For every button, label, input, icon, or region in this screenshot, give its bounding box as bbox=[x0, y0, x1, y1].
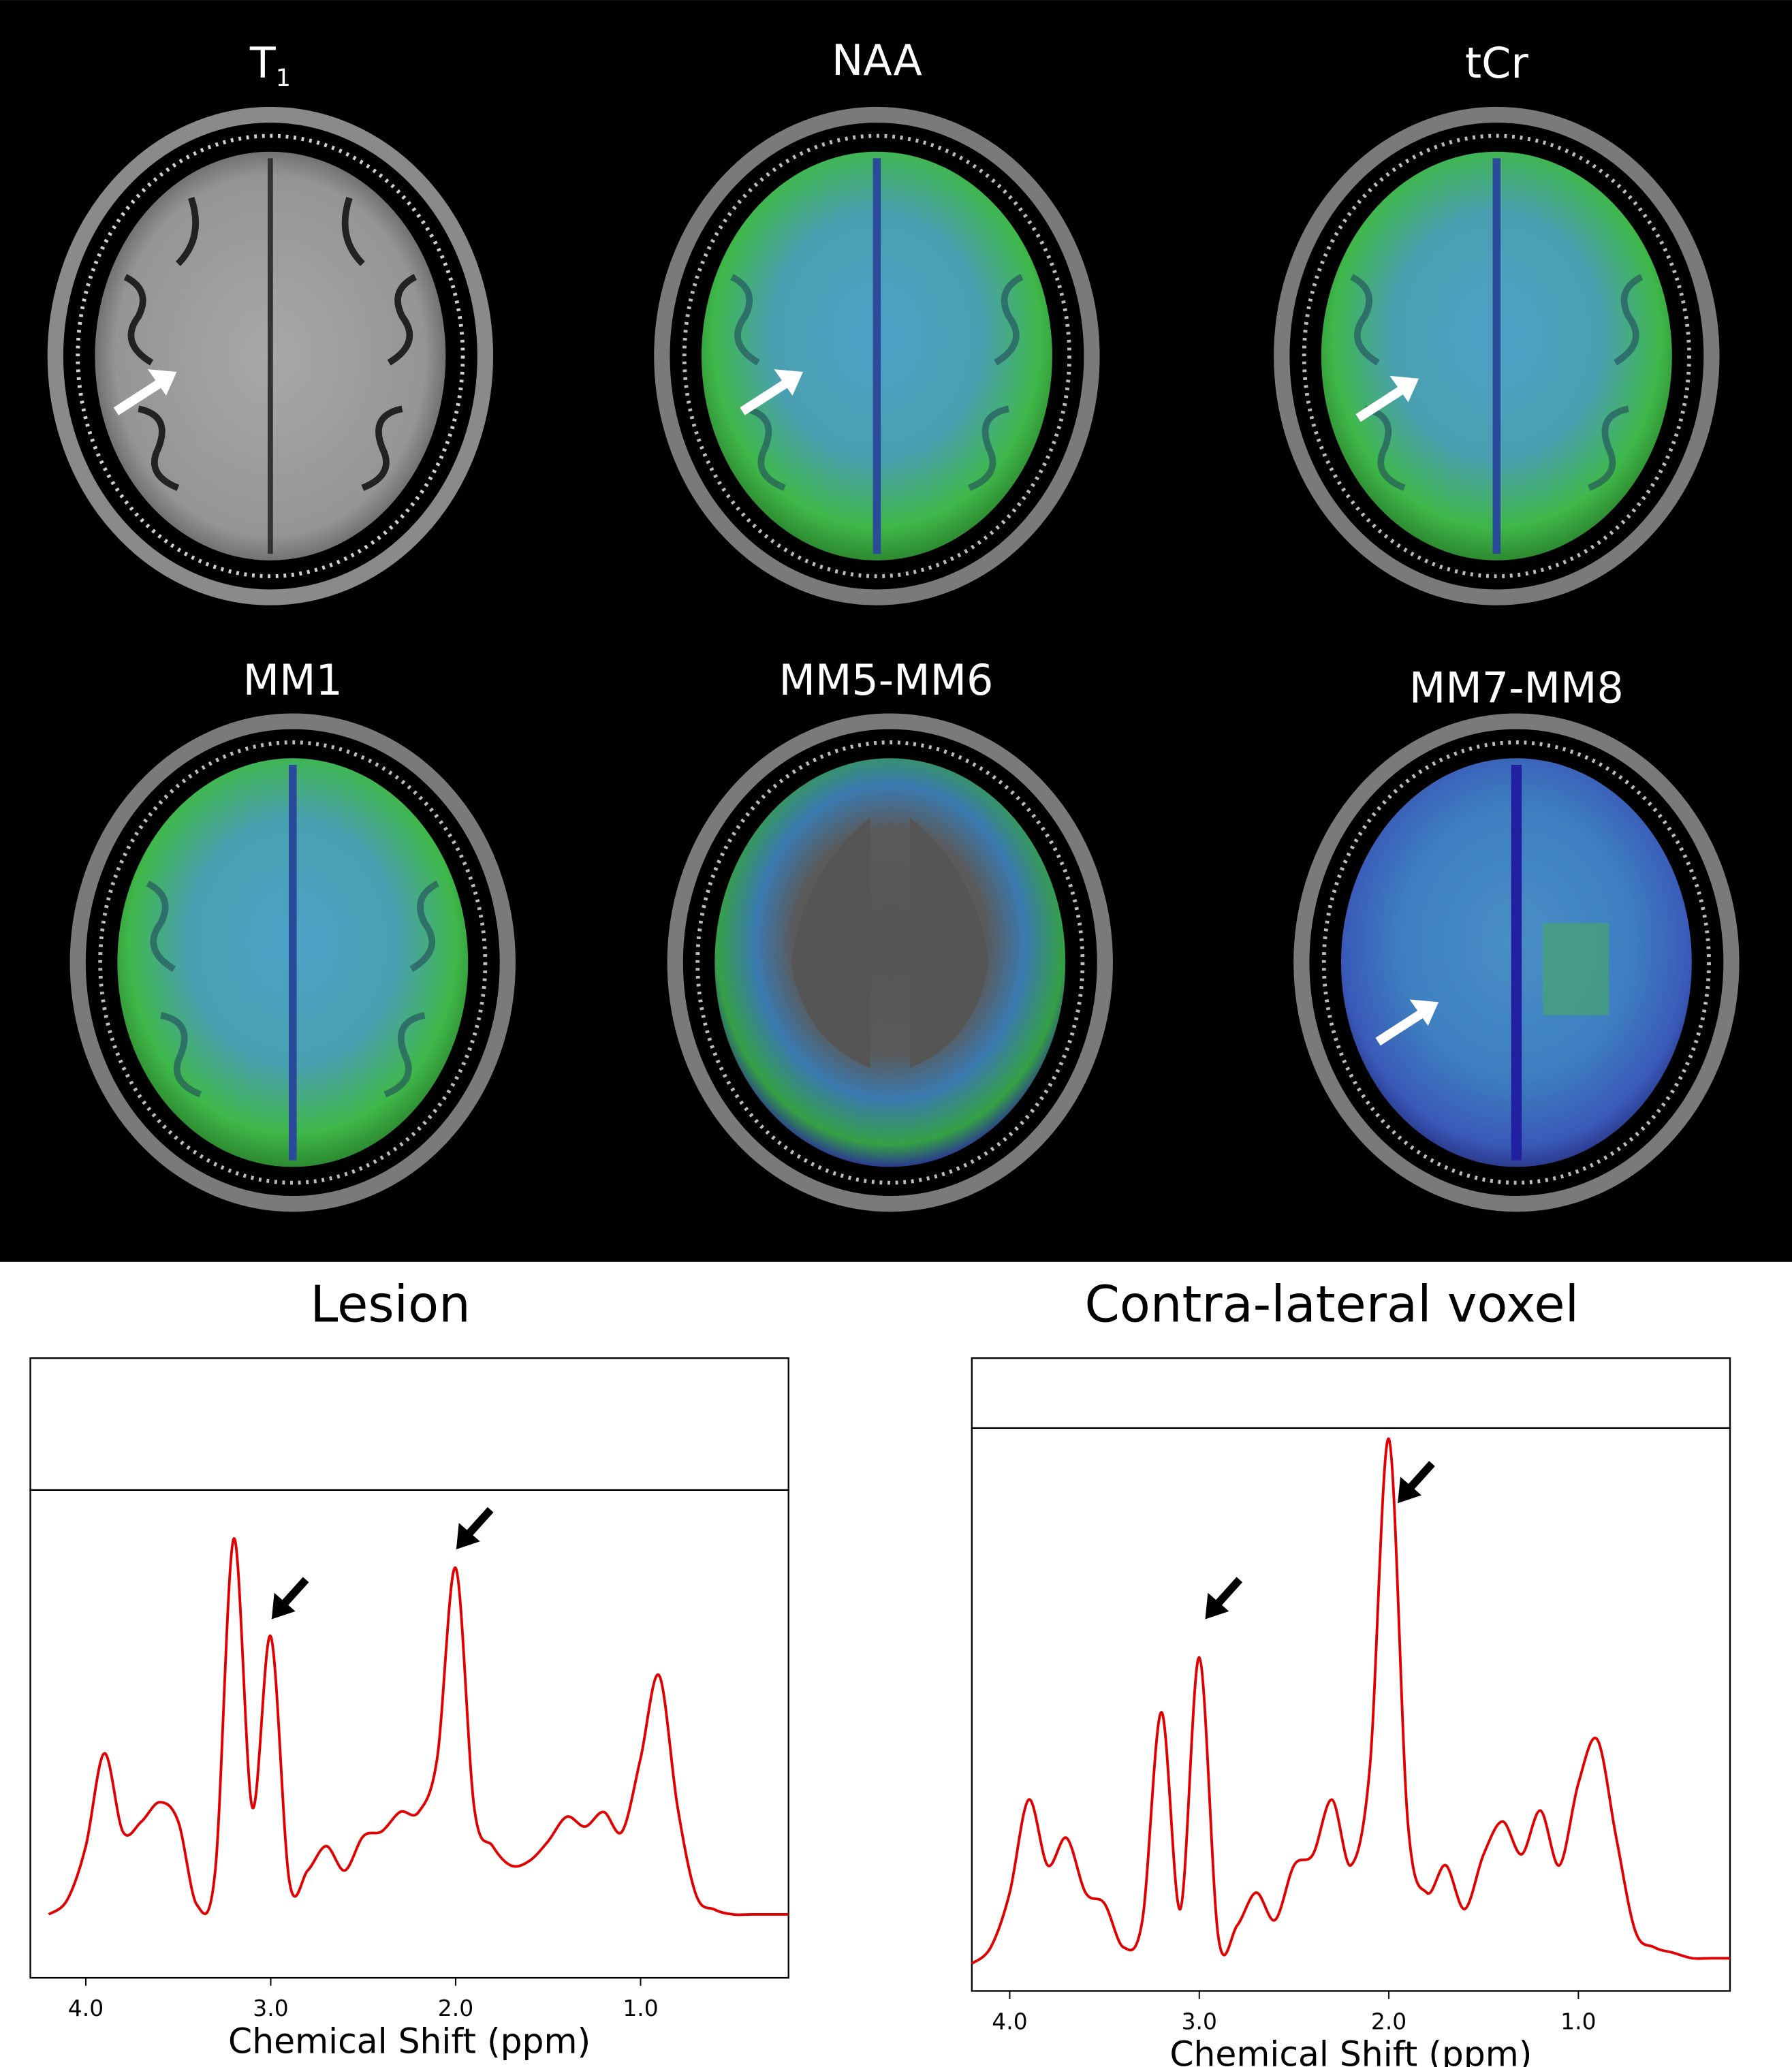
panel-title: T1 bbox=[249, 38, 291, 92]
panel-title-text: tCr bbox=[1465, 38, 1529, 88]
x-tick-label: 1.0 bbox=[1560, 2008, 1596, 2034]
panel-title-text: MM5-MM6 bbox=[779, 655, 994, 705]
panel-title-text: MM1 bbox=[243, 655, 343, 705]
chart-title: Lesion bbox=[310, 1276, 470, 1334]
panel-title: MM1 bbox=[243, 655, 343, 705]
x-tick-label: 4.0 bbox=[992, 2008, 1027, 2034]
fit-line bbox=[48, 1537, 789, 1916]
panel-title-subscript: 1 bbox=[276, 65, 291, 92]
panel-title: tCr bbox=[1465, 38, 1529, 88]
panel-title: MM7-MM8 bbox=[1409, 663, 1624, 713]
panel-title-text: NAA bbox=[832, 35, 922, 85]
panel-title: MM5-MM6 bbox=[779, 655, 994, 705]
x-axis-label: Chemical Shift (ppm) bbox=[228, 2021, 591, 2061]
panel-title-text: MM7-MM8 bbox=[1409, 663, 1624, 713]
plot-frame bbox=[971, 1427, 1731, 1992]
chart-title: Contra-lateral voxel bbox=[1085, 1276, 1579, 1334]
plot-frame bbox=[29, 1489, 789, 1979]
x-axis-label: Chemical Shift (ppm) bbox=[1169, 2034, 1532, 2067]
x-tick-label: 2.0 bbox=[438, 1995, 473, 2021]
panel-title-text: T bbox=[249, 38, 277, 88]
x-tick-label: 2.0 bbox=[1371, 2008, 1406, 2034]
fit-line bbox=[971, 1437, 1731, 1965]
x-tick-label: 3.0 bbox=[253, 1995, 288, 2021]
x-tick-label: 4.0 bbox=[68, 1995, 104, 2021]
panel-title: NAA bbox=[832, 35, 922, 85]
x-tick-label: 3.0 bbox=[1182, 2008, 1217, 2034]
residual-frame bbox=[29, 1357, 789, 1491]
residual-frame bbox=[971, 1357, 1731, 1429]
x-tick-label: 1.0 bbox=[623, 1995, 658, 2021]
